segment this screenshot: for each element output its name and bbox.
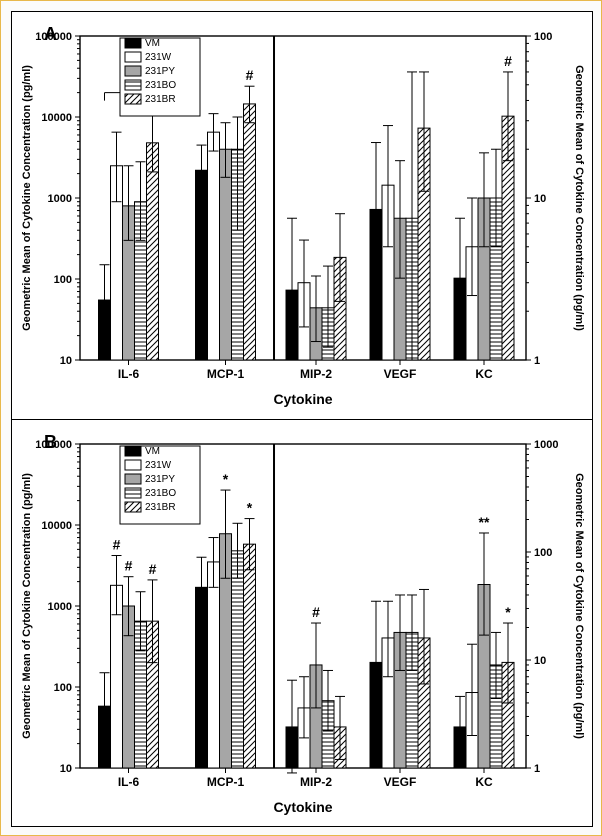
legend-swatch	[125, 502, 141, 512]
legend-swatch	[125, 66, 141, 76]
svg-text:B: B	[44, 432, 57, 452]
bar	[196, 170, 208, 360]
svg-text:**: **	[479, 513, 490, 529]
svg-text:*: *	[505, 604, 511, 620]
legend-swatch	[125, 94, 141, 104]
legend-label: 231BR	[145, 94, 176, 105]
legend-swatch	[125, 52, 141, 62]
legend-label: VM	[145, 446, 160, 457]
svg-text:A: A	[44, 24, 57, 44]
bar	[244, 104, 256, 360]
legend-swatch	[125, 80, 141, 90]
panel-b: 101001000100001000001101001000Geometric …	[12, 419, 592, 827]
svg-text:#: #	[149, 560, 157, 576]
svg-text:KC: KC	[475, 367, 493, 381]
legend-swatch	[125, 446, 141, 456]
bar	[147, 143, 159, 360]
legend-label: 231W	[145, 460, 172, 471]
svg-text:#: #	[312, 604, 320, 620]
svg-text:10000: 10000	[41, 112, 72, 124]
bar	[208, 561, 220, 767]
svg-text:1: 1	[534, 355, 540, 367]
svg-text:MIP-2: MIP-2	[300, 367, 332, 381]
legend-swatch	[125, 460, 141, 470]
panel-a: 10100100010000100000110100Geometric Mean…	[12, 12, 592, 419]
svg-text:10000: 10000	[41, 520, 72, 532]
legend-label: 231W	[145, 52, 172, 63]
legend-swatch	[125, 38, 141, 48]
svg-text:KC: KC	[475, 775, 493, 789]
svg-text:*: *	[223, 471, 229, 487]
svg-text:1000: 1000	[48, 601, 72, 613]
svg-text:#: #	[504, 53, 512, 69]
svg-text:1000: 1000	[534, 439, 558, 451]
svg-text:#: #	[125, 557, 133, 573]
bar	[208, 132, 220, 360]
svg-text:Cytokine: Cytokine	[273, 391, 332, 407]
svg-text:Cytokine: Cytokine	[273, 799, 332, 815]
svg-text:MCP-1: MCP-1	[207, 775, 245, 789]
svg-text:IL-6: IL-6	[118, 367, 140, 381]
svg-text:10: 10	[60, 763, 72, 775]
bar	[220, 149, 232, 360]
svg-text:10: 10	[534, 193, 546, 205]
svg-text:VEGF: VEGF	[384, 775, 417, 789]
svg-text:Geometric Mean of Cytokine Con: Geometric Mean of Cytokine Concentration…	[21, 472, 33, 738]
svg-text:1000: 1000	[48, 193, 72, 205]
legend-label: 231PY	[145, 474, 175, 485]
legend-label: VM	[145, 38, 160, 49]
legend-swatch	[125, 488, 141, 498]
svg-text:VEGF: VEGF	[384, 367, 417, 381]
svg-text:10: 10	[534, 655, 546, 667]
legend-label: 231BR	[145, 502, 176, 513]
svg-text:Geometric Mean of Cytokine Con: Geometric Mean of Cytokine Concentration…	[573, 473, 585, 739]
legend-label: 231BO	[145, 488, 176, 499]
legend-swatch	[125, 474, 141, 484]
bar	[232, 550, 244, 767]
svg-text:#: #	[246, 67, 254, 83]
legend-label: 231PY	[145, 66, 175, 77]
legend-label: 231BO	[145, 80, 176, 91]
figure-frame: 10100100010000100000110100Geometric Mean…	[0, 0, 602, 836]
svg-text:1: 1	[534, 763, 540, 775]
svg-text:#: #	[113, 536, 121, 552]
bar	[244, 544, 256, 768]
svg-text:10: 10	[60, 355, 72, 367]
svg-text:MCP-1: MCP-1	[207, 367, 245, 381]
svg-text:*: *	[247, 499, 253, 515]
panel-container: 10100100010000100000110100Geometric Mean…	[11, 11, 593, 827]
svg-text:100: 100	[54, 274, 72, 286]
svg-text:IL-6: IL-6	[118, 775, 140, 789]
svg-text:100: 100	[534, 31, 552, 43]
svg-text:100: 100	[54, 682, 72, 694]
svg-text:MIP-2: MIP-2	[300, 775, 332, 789]
svg-text:Geometric Mean of Cytokine Con: Geometric Mean of Cytokine Concentration…	[573, 65, 585, 331]
svg-text:Geometric Mean of Cytokine Con: Geometric Mean of Cytokine Concentration…	[21, 65, 33, 331]
svg-text:100: 100	[534, 547, 552, 559]
